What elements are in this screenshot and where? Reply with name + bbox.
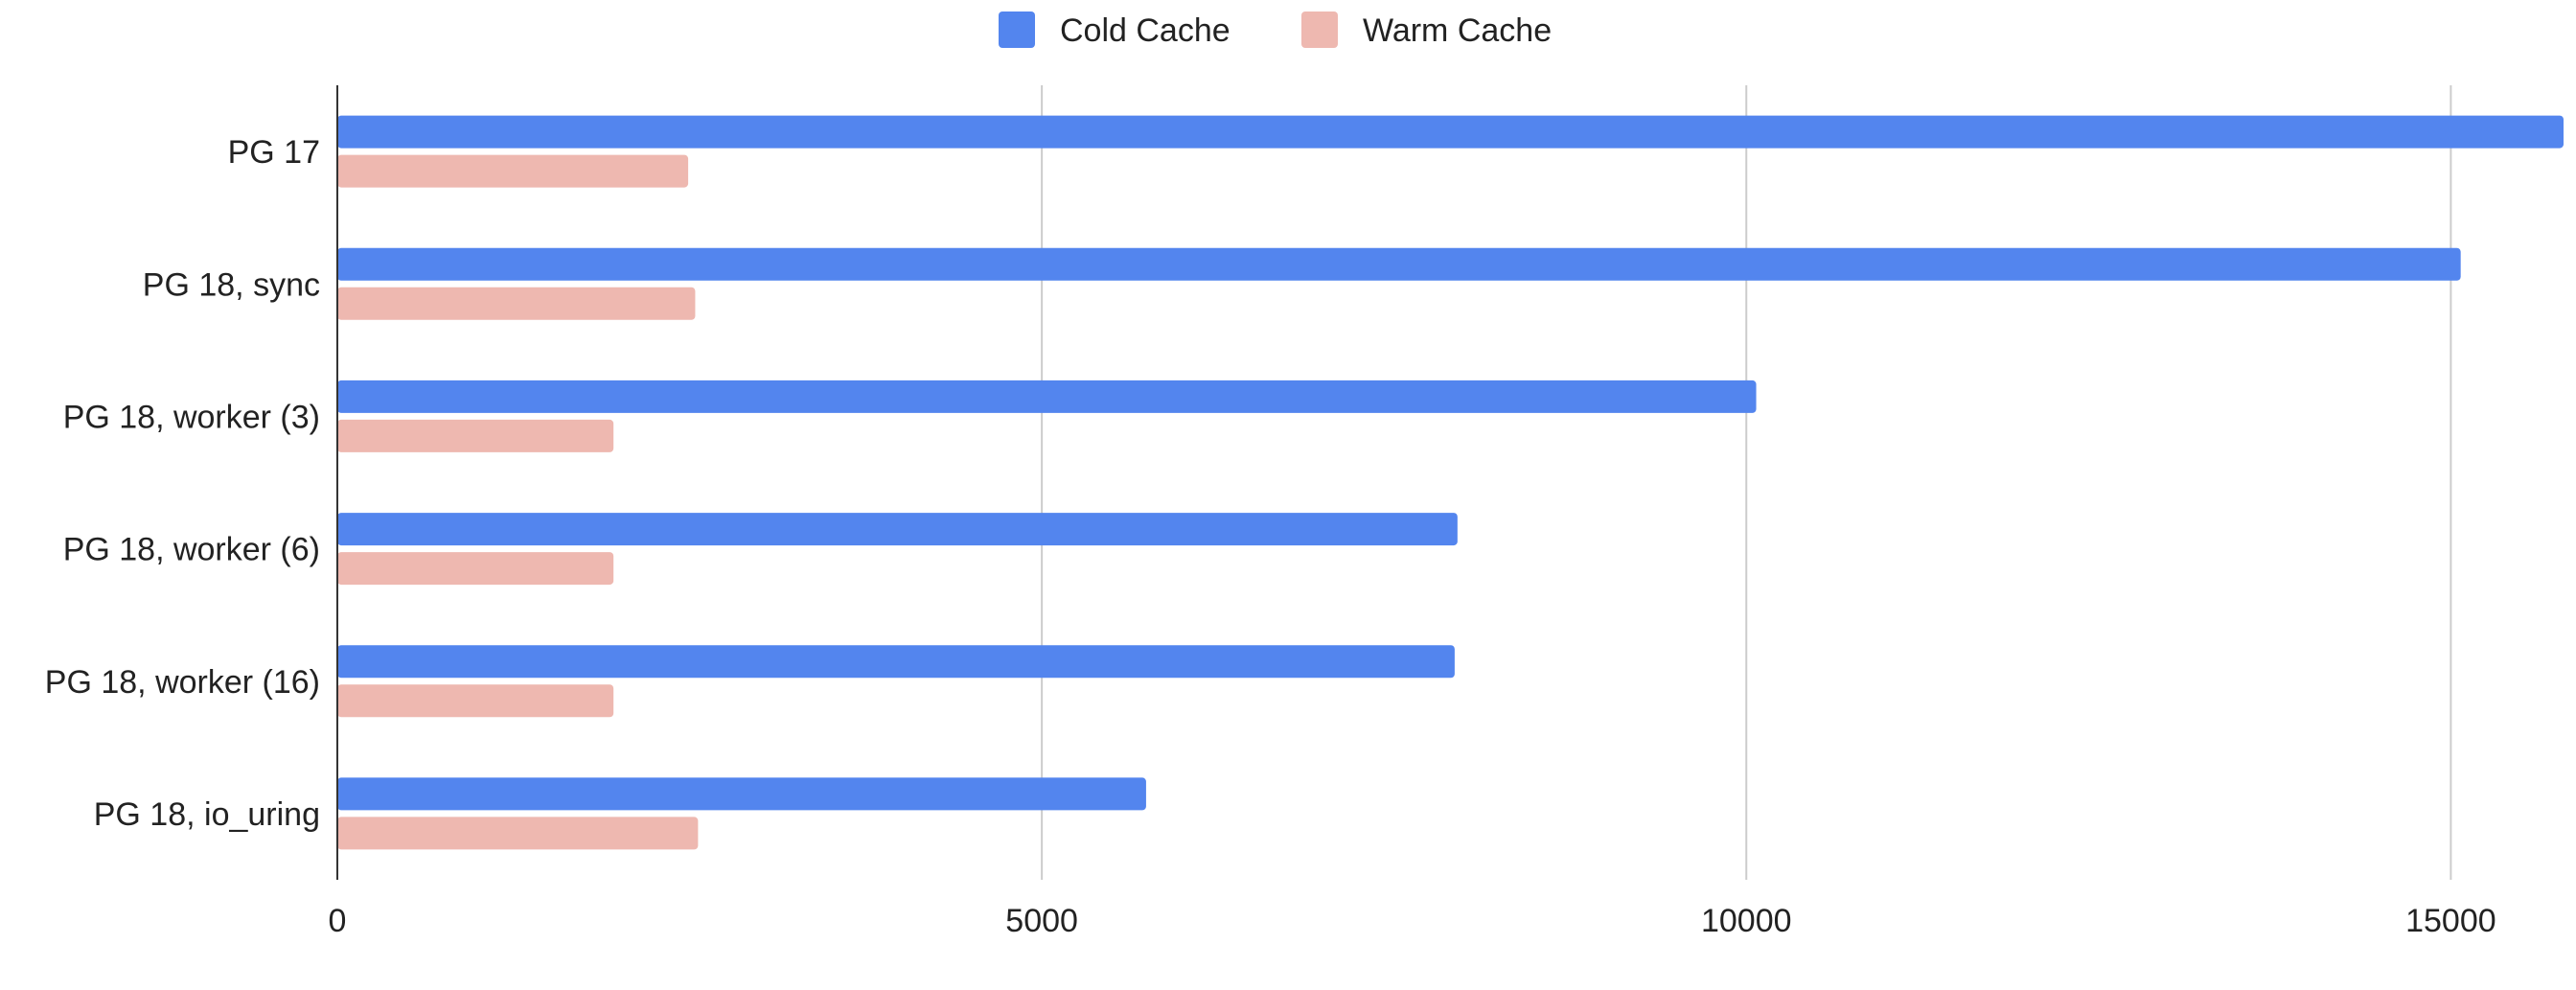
x-tick-label: 5000 — [1005, 903, 1078, 939]
bar-cold-cache-2 — [337, 380, 1757, 413]
bar-warm-cache-3 — [337, 552, 614, 586]
bar-cold-cache-3 — [337, 513, 1458, 546]
bar-warm-cache-2 — [337, 419, 614, 452]
legend-swatch-cold-cache — [999, 12, 1035, 48]
x-tick-labels: 0 5000 10000 15000 — [329, 903, 2496, 939]
legend-label-cold-cache: Cold Cache — [1060, 12, 1230, 49]
bar-warm-cache-4 — [337, 684, 614, 718]
bar-warm-cache-5 — [337, 817, 699, 850]
legend-swatch-warm-cache — [1301, 12, 1338, 48]
gridlines — [1041, 85, 2452, 880]
category-label: PG 18, worker (6) — [63, 532, 320, 568]
category-label: PG 18, worker (3) — [63, 399, 320, 435]
bar-cold-cache-5 — [337, 777, 1146, 811]
category-label: PG 18, sync — [143, 266, 320, 303]
legend-label-warm-cache: Warm Cache — [1363, 12, 1552, 49]
legend: Cold Cache Warm Cache — [999, 12, 1552, 49]
x-tick-label: 10000 — [1701, 903, 1792, 939]
bars — [337, 115, 2564, 850]
bar-cold-cache-1 — [337, 247, 2461, 281]
bar-cold-cache-4 — [337, 645, 1455, 679]
category-label: PG 18, worker (16) — [45, 664, 320, 701]
category-label: PG 17 — [228, 134, 320, 171]
x-tick-label: 0 — [329, 903, 347, 939]
category-labels: PG 17 PG 18, sync PG 18, worker (3) PG 18, … — [45, 134, 320, 833]
bar-warm-cache-1 — [337, 287, 696, 320]
bar-cold-cache-0 — [337, 115, 2564, 149]
category-label: PG 18, io_uring — [94, 796, 320, 833]
x-tick-label: 15000 — [2405, 903, 2496, 939]
bar-warm-cache-0 — [337, 154, 689, 188]
